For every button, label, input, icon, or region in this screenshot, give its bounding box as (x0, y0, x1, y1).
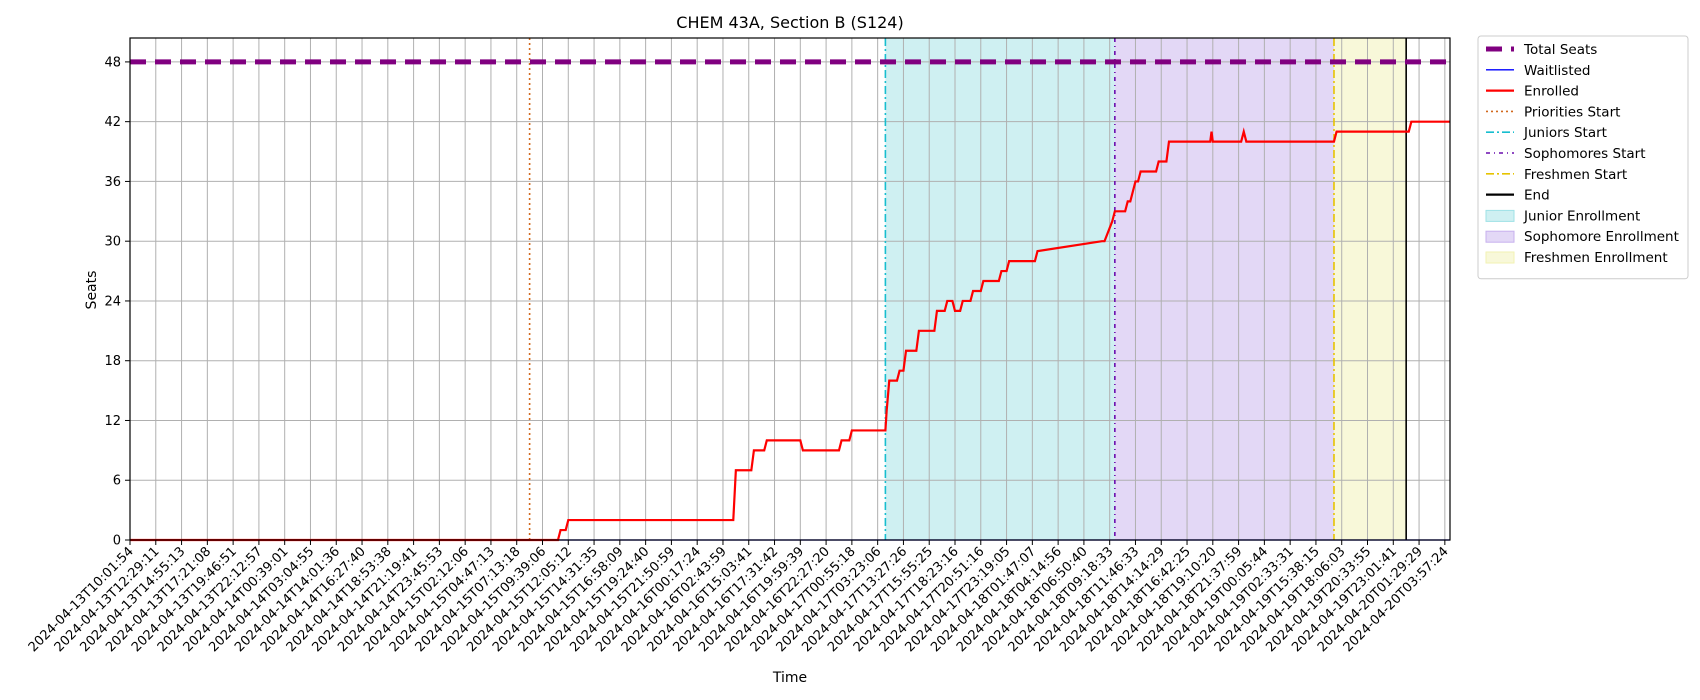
legend-box (1477, 35, 1689, 280)
y-tick-label: 24 (104, 294, 121, 309)
y-tick-label: 0 (113, 534, 121, 549)
grid-lines (129, 38, 1450, 541)
series-enrolled (130, 120, 1450, 542)
y-tick-label: 48 (104, 55, 121, 70)
region-sophomore-enrollment (1114, 38, 1334, 540)
legend-label: Junior Enrollment (1523, 208, 1640, 224)
y-tick-label: 6 (113, 474, 121, 489)
phase-lines (528, 38, 1407, 540)
legend-label: Waitlisted (1524, 63, 1591, 79)
legend-label: Total Seats (1523, 42, 1597, 58)
legend-swatch (1485, 230, 1515, 243)
legend-label: End (1524, 188, 1550, 204)
region-freshmen-enrollment (1333, 38, 1407, 540)
y-axis-title: Seats (84, 271, 100, 310)
legend-swatch (1485, 251, 1515, 264)
x-axis-title: Time (772, 670, 807, 686)
y-tick-label: 30 (104, 235, 121, 250)
y-tick-label: 18 (104, 354, 121, 369)
plot-border (129, 37, 1451, 541)
legend-label: Enrolled (1524, 84, 1579, 100)
legend: Total Seats Waitlisted Enrolled Priorities … (1477, 35, 1689, 280)
region-junior-enrollment (885, 38, 1115, 540)
y-tick-label: 12 (104, 414, 121, 429)
legend-label: Freshmen Enrollment (1524, 250, 1668, 266)
legend-label: Freshmen Start (1524, 167, 1627, 183)
chart-title: CHEM 43A, Section B (S124) (676, 13, 903, 32)
y-axis-ticks: 0 6 12 18 24 30 36 42 48 (104, 55, 130, 549)
shaded-regions (885, 38, 1407, 540)
legend-label: Sophomores Start (1524, 146, 1646, 162)
y-tick-label: 36 (104, 175, 121, 190)
legend-label: Sophomore Enrollment (1524, 229, 1679, 245)
legend-label: Priorities Start (1524, 104, 1620, 120)
plot-frame (129, 37, 1451, 541)
x-axis-ticks: 2024-04-13T10:01:542024-04-13T12:29:1120… (26, 540, 1452, 655)
y-tick-label: 42 (104, 115, 121, 130)
legend-label: Juniors Start (1523, 125, 1607, 141)
legend-swatch (1485, 209, 1515, 222)
